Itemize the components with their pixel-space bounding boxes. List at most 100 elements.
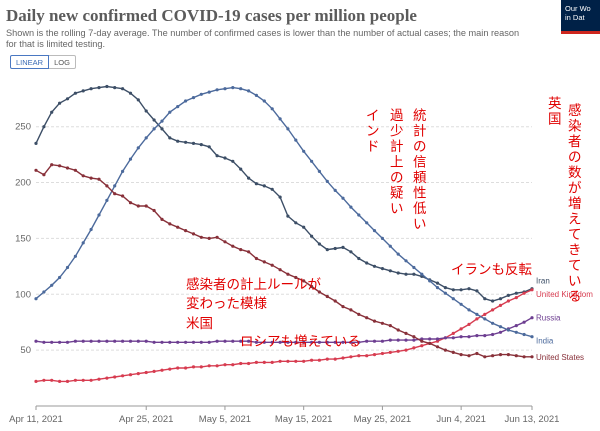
data-point-india-30 <box>270 107 274 111</box>
data-point-india-60 <box>506 328 510 332</box>
data-point-iran-38 <box>333 246 337 251</box>
data-point-russia-27 <box>247 339 251 343</box>
data-point-united-states-42 <box>365 316 369 320</box>
data-point-iran-35 <box>310 234 314 238</box>
data-point-united-kingdom-1 <box>42 378 46 382</box>
data-point-united-states-5 <box>73 168 77 172</box>
data-point-russia-44 <box>380 339 384 343</box>
data-point-united-states-21 <box>199 235 203 239</box>
data-point-united-states-29 <box>262 260 266 264</box>
data-point-russia-63 <box>530 316 534 320</box>
data-point-india-8 <box>97 213 101 217</box>
linear-button[interactable]: LINEAR <box>10 55 50 69</box>
data-point-russia-9 <box>105 339 109 343</box>
data-point-united-kingdom-63 <box>530 288 534 292</box>
data-point-united-states-57 <box>483 355 487 359</box>
data-point-india-25 <box>231 86 235 90</box>
x-tick-label-6: Jun 13, 2021 <box>505 414 560 425</box>
data-point-iran-34 <box>302 225 306 229</box>
data-point-united-kingdom-27 <box>247 361 251 366</box>
data-point-united-states-34 <box>302 279 306 283</box>
data-point-united-kingdom-3 <box>58 379 62 383</box>
data-point-united-kingdom-47 <box>404 348 408 352</box>
data-point-india-46 <box>396 252 400 256</box>
data-point-united-states-11 <box>121 194 125 198</box>
owid-logo[interactable]: Our Wo in Dat <box>561 0 600 34</box>
log-button[interactable]: LOG <box>49 55 76 69</box>
y-tick-label-1: 100 <box>15 289 31 300</box>
data-point-india-26 <box>239 87 243 91</box>
data-point-united-states-30 <box>270 263 274 267</box>
y-tick-label-3: 200 <box>15 178 31 189</box>
data-point-united-states-40 <box>349 308 353 312</box>
data-point-russia-55 <box>467 335 471 339</box>
data-point-united-kingdom-45 <box>388 350 392 354</box>
data-point-united-kingdom-61 <box>514 296 518 300</box>
data-point-iran-48 <box>412 272 416 276</box>
annotation-uk-line-1: 感染者の数が増えてきている <box>568 102 582 305</box>
data-point-united-states-47 <box>404 331 408 335</box>
data-point-iran-44 <box>380 267 384 271</box>
data-point-united-kingdom-11 <box>121 374 125 378</box>
data-point-united-states-12 <box>128 201 133 205</box>
data-point-iran-47 <box>404 272 408 276</box>
data-point-united-states-23 <box>215 235 219 239</box>
data-point-india-43 <box>372 229 377 233</box>
data-point-united-kingdom-39 <box>341 356 345 360</box>
data-point-united-kingdom-24 <box>223 363 227 367</box>
data-point-united-kingdom-31 <box>278 359 282 363</box>
data-point-russia-38 <box>333 340 337 344</box>
data-point-russia-42 <box>365 339 369 343</box>
data-point-united-states-33 <box>294 275 298 280</box>
data-point-iran-51 <box>435 281 440 285</box>
data-point-iran-40 <box>349 250 353 254</box>
data-point-india-21 <box>199 92 203 96</box>
data-point-united-kingdom-48 <box>412 346 416 350</box>
data-point-iran-5 <box>73 91 77 95</box>
data-point-india-48 <box>412 265 416 270</box>
data-point-united-kingdom-42 <box>365 354 369 358</box>
data-point-russia-15 <box>152 340 156 344</box>
data-point-russia-34 <box>302 340 306 344</box>
logo-line-1: Our Wo <box>565 4 591 13</box>
data-point-united-states-31 <box>278 268 282 272</box>
data-point-united-kingdom-41 <box>357 354 361 358</box>
x-tick-label-3: May 15, 2021 <box>275 414 333 425</box>
data-point-united-kingdom-15 <box>152 369 156 373</box>
data-point-russia-39 <box>341 340 345 344</box>
data-point-iran-15 <box>152 118 156 122</box>
data-point-united-kingdom-26 <box>239 361 243 366</box>
data-point-russia-47 <box>404 338 408 342</box>
series-label-iran: Iran <box>536 277 550 286</box>
data-point-russia-51 <box>435 337 440 341</box>
data-point-iran-31 <box>278 195 282 199</box>
data-point-india-40 <box>349 205 353 209</box>
data-point-russia-37 <box>325 340 329 344</box>
data-point-india-3 <box>58 275 62 280</box>
series-line-united-states <box>35 163 532 358</box>
data-point-united-states-22 <box>207 236 211 240</box>
data-point-iran-2 <box>50 110 54 114</box>
data-point-united-states-41 <box>357 312 361 316</box>
data-point-russia-54 <box>459 335 463 339</box>
data-point-united-states-19 <box>184 229 188 233</box>
data-point-united-states-2 <box>50 163 54 167</box>
data-point-india-23 <box>215 88 219 92</box>
series-line-united-kingdom <box>35 289 533 383</box>
data-point-united-states-58 <box>491 354 495 358</box>
annotation-russia: ロシアも増えている <box>240 334 361 350</box>
data-point-iran-26 <box>239 167 243 171</box>
data-point-united-states-55 <box>467 354 471 358</box>
data-point-united-kingdom-25 <box>231 363 235 367</box>
data-point-united-states-45 <box>388 324 392 328</box>
data-point-united-states-0 <box>34 168 38 172</box>
data-point-united-kingdom-4 <box>65 379 70 383</box>
data-point-united-states-4 <box>65 166 70 170</box>
data-point-united-kingdom-12 <box>128 373 133 377</box>
data-point-united-kingdom-38 <box>333 357 337 361</box>
data-point-iran-45 <box>388 269 392 273</box>
annotation-india-line-2: 過少計上の疑い <box>390 108 404 217</box>
data-point-india-0 <box>34 297 38 301</box>
data-point-united-kingdom-21 <box>199 365 203 369</box>
data-point-russia-8 <box>97 339 101 343</box>
